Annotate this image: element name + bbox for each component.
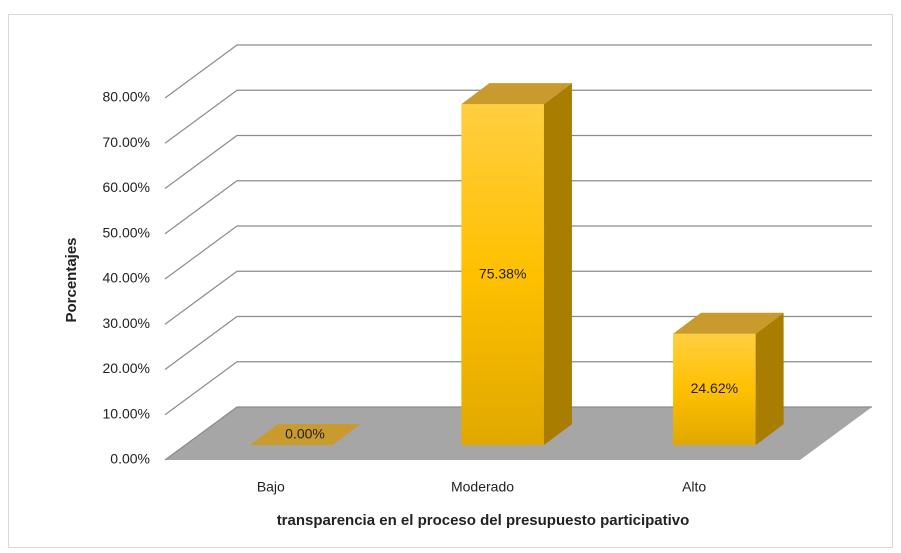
grid-line [164,89,872,144]
x-axis-title: transparencia en el proceso del presupue… [277,512,690,529]
bar-top [673,312,784,334]
grid-line [164,315,872,370]
y-tick-label: 40.00% [103,270,150,286]
bar-side [543,83,572,446]
y-axis-title: Porcentajes [63,237,80,322]
y-tick-label: 30.00% [103,315,150,331]
y-tick-label: 70.00% [103,134,150,150]
grid-line [164,44,872,99]
y-tick-label: 80.00% [103,89,150,105]
y-tick-label: 10.00% [103,405,150,421]
value-label: 0.00% [285,425,325,441]
grid-line [164,134,872,189]
bar-front [673,333,756,446]
value-label: 24.62% [691,380,738,396]
x-tick-label: Moderado [451,479,514,495]
x-tick-label: Alto [682,479,706,495]
bar [461,83,572,446]
y-tick-label: 60.00% [103,179,150,195]
grid-line [164,270,872,325]
bar-side [755,312,784,446]
bar-top [461,83,572,105]
bar-top [249,424,361,446]
grid-line [164,361,872,416]
grid-line [164,225,872,280]
y-tick-label: 50.00% [103,224,150,240]
bar [673,312,784,446]
y-tick-label: 0.00% [110,451,150,467]
bar-front [461,104,544,446]
value-label: 75.38% [479,265,526,281]
y-tick-label: 20.00% [103,360,150,376]
grid-line [164,406,872,461]
grid-line [164,180,872,235]
bar [249,424,361,446]
x-tick-label: Bajo [257,479,285,495]
